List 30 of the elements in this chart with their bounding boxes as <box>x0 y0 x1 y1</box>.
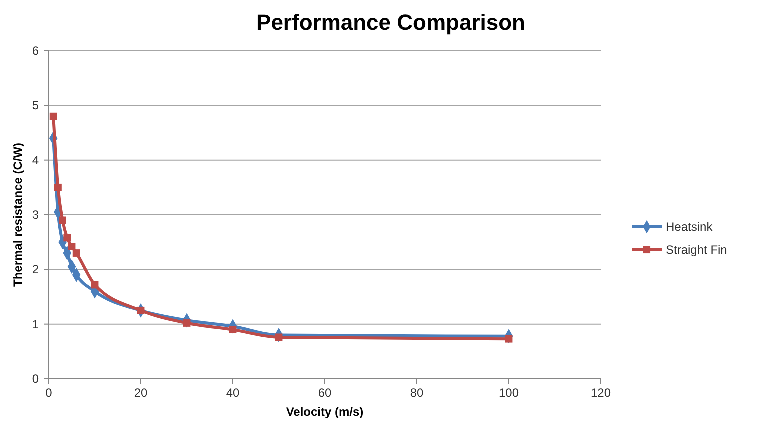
legend-label: Heatsink <box>666 220 714 234</box>
y-tick-label: 2 <box>32 262 40 277</box>
point <box>183 320 191 327</box>
y-tick-label: 1 <box>32 317 40 332</box>
x-tick-label: 100 <box>498 386 520 400</box>
point <box>68 243 76 250</box>
x-axis-title: Velocity (m/s) <box>286 405 364 419</box>
y-tick-label: 4 <box>32 153 40 168</box>
y-tick-label: 0 <box>32 372 40 386</box>
y-tick-label: 3 <box>32 208 40 222</box>
x-tick-label: 40 <box>226 386 240 400</box>
x-tick-label: 0 <box>46 386 53 400</box>
x-tick-label: 60 <box>318 386 332 400</box>
point <box>137 306 145 314</box>
point <box>50 112 58 120</box>
point <box>72 250 80 257</box>
legend-label: Straight Fin <box>666 243 728 257</box>
chart-title: Performance Comparison <box>256 10 526 35</box>
x-tick-label: 120 <box>590 386 612 400</box>
x-tick-label: 20 <box>134 386 148 400</box>
point <box>59 216 67 224</box>
point <box>64 234 72 242</box>
point <box>275 334 283 342</box>
y-tick-label: 5 <box>32 98 40 113</box>
x-tick-label: 80 <box>410 386 424 400</box>
point <box>54 184 62 192</box>
y-axis-title: Thermal resistance (C/W) <box>11 142 25 288</box>
point <box>505 335 513 343</box>
y-tick-label: 6 <box>32 44 40 58</box>
point <box>229 326 237 334</box>
